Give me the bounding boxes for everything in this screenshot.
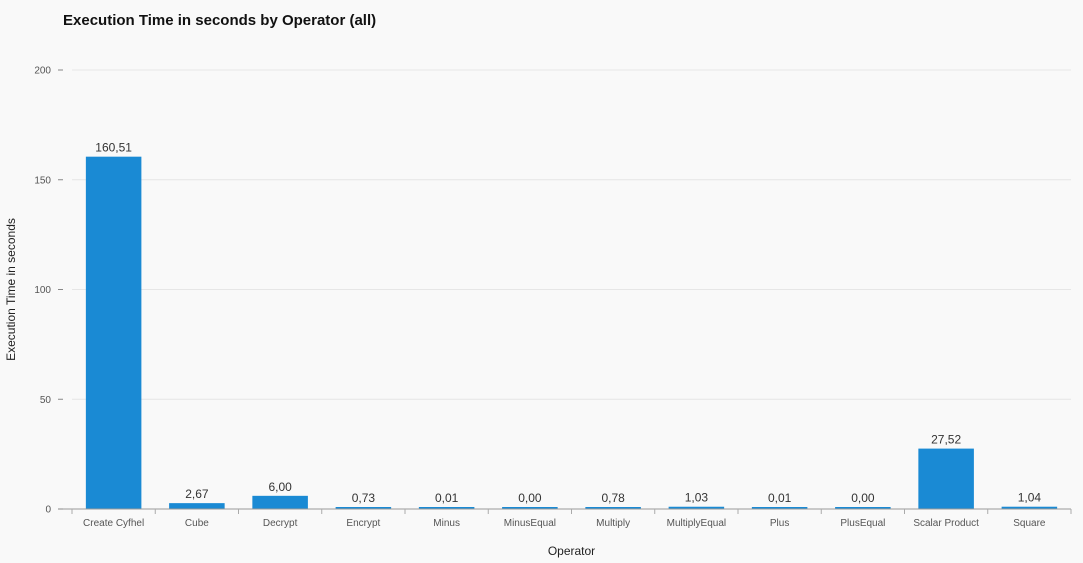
bar bbox=[751, 507, 808, 509]
y-axis: 0 50 100 150 200 bbox=[34, 66, 63, 516]
x-tick-label: Square bbox=[1013, 518, 1046, 529]
x-tick-label: Plus bbox=[770, 518, 789, 529]
y-tick-label: 200 bbox=[34, 66, 51, 77]
bar bbox=[668, 506, 725, 509]
data-label: 0,00 bbox=[518, 491, 542, 505]
x-axis: Create Cyfhel Cube Decrypt Encrypt Minus Minu… bbox=[63, 508, 1072, 529]
bar bbox=[1001, 506, 1058, 509]
x-tick-label: MinusEqual bbox=[504, 518, 556, 529]
data-label: 0,78 bbox=[601, 491, 625, 505]
x-tick-label: PlusEqual bbox=[840, 518, 885, 529]
data-label: 0,01 bbox=[435, 491, 459, 505]
data-label: 0,00 bbox=[851, 491, 875, 505]
bar bbox=[418, 507, 475, 509]
y-tick-label: 50 bbox=[40, 395, 52, 406]
data-label: 2,67 bbox=[185, 487, 209, 501]
bar bbox=[85, 156, 142, 510]
bars: 160,51 2,67 6,00 0,73 0,01 0,00 0,78 1,03 0,01 0,… bbox=[85, 141, 1058, 510]
bar bbox=[585, 507, 641, 509]
y-tick-label: 0 bbox=[45, 505, 51, 516]
y-axis-title: Execution Time in seconds bbox=[4, 218, 18, 361]
x-tick-label: Cube bbox=[185, 518, 209, 529]
gridlines bbox=[72, 69, 1071, 400]
x-tick-label: Scalar Product bbox=[913, 518, 979, 529]
data-label: 6,00 bbox=[268, 480, 292, 494]
x-tick-label: Multiply bbox=[596, 518, 630, 529]
x-tick-label: Decrypt bbox=[263, 518, 298, 529]
y-tick-label: 100 bbox=[34, 285, 51, 296]
data-label: 1,03 bbox=[685, 491, 709, 505]
bar bbox=[918, 448, 974, 509]
x-tick-label: MultiplyEqual bbox=[667, 518, 726, 529]
x-tick-label: Minus bbox=[433, 518, 460, 529]
data-label: 27,52 bbox=[931, 433, 961, 447]
x-tick-label: Create Cyfhel bbox=[83, 518, 144, 529]
data-label: 160,51 bbox=[95, 141, 132, 155]
bar bbox=[169, 503, 225, 509]
data-label: 0,01 bbox=[768, 491, 792, 505]
bar bbox=[835, 507, 891, 509]
data-label: 1,04 bbox=[1018, 491, 1042, 505]
chart-title: Execution Time in seconds by Operator (a… bbox=[63, 12, 377, 29]
bar bbox=[502, 507, 558, 509]
y-tick-label: 150 bbox=[34, 175, 51, 186]
data-label: 0,73 bbox=[352, 491, 376, 505]
bar bbox=[252, 495, 308, 509]
x-axis-title: Operator bbox=[548, 544, 595, 558]
x-tick-label: Encrypt bbox=[346, 518, 380, 529]
bar bbox=[335, 507, 392, 509]
